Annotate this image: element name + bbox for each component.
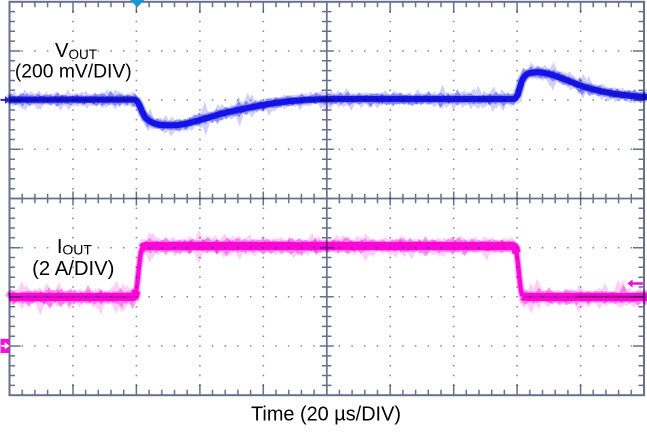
svg-text:IOUT: IOUT [57,236,93,258]
svg-text:(200 mV/DIV): (200 mV/DIV) [15,62,132,83]
svg-text:(2 A/DIV): (2 A/DIV) [32,258,114,280]
svg-text:Time (20 µs/DIV): Time (20 µs/DIV) [251,403,401,425]
